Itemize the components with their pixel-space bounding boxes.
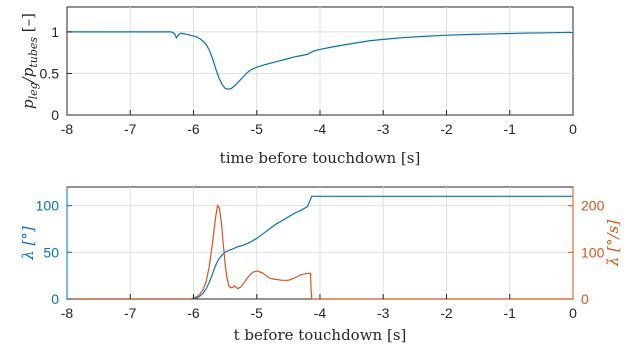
svg-text:pleg/ptubes [–]: pleg/ptubes [–] — [19, 13, 40, 109]
x-tick-label: -2 — [440, 121, 453, 137]
x-tick-label: -4 — [314, 121, 327, 137]
x-tick-label: -6 — [187, 121, 200, 137]
x-ticks-bottom: -8 -7 -6 -5 -4 -3 -2 -1 0 — [61, 294, 577, 321]
y-tick-label-right: 200 — [581, 198, 605, 214]
series-bottom — [67, 195, 573, 300]
y-tick-label: 0 — [51, 291, 59, 307]
y-tick-label-right: 100 — [581, 244, 605, 260]
y-tick-label: 100 — [36, 198, 60, 214]
pressure-ratio-line — [67, 31, 574, 90]
x-tick-label: -5 — [251, 305, 264, 321]
x-tick-label: -4 — [314, 305, 327, 321]
y-tick-label: 0 — [51, 107, 59, 123]
y-axis-label-left: λ [°] — [19, 226, 37, 261]
x-axis-label-bottom: t before touchdown [s] — [234, 326, 407, 344]
x-tick-label: -6 — [187, 305, 200, 321]
grid-bottom — [67, 187, 573, 299]
lambda-line — [67, 195, 573, 300]
x-tick-label: 0 — [569, 121, 577, 137]
y-ticks-left: 0 50 100 — [36, 187, 72, 307]
svg-text:λ [°]: λ [°] — [19, 226, 37, 261]
svg-text:λ̇ [°/s]: λ̇ [°/s] — [604, 220, 622, 267]
x-tick-label: -2 — [440, 305, 453, 321]
y-axis-label-right: λ̇ [°/s] — [604, 220, 622, 267]
y-ticks-top: 00.51 — [40, 24, 72, 123]
x-tick-label: -3 — [377, 305, 390, 321]
x-tick-label: -8 — [61, 121, 74, 137]
x-tick-label: -7 — [124, 121, 137, 137]
lambda-rate-line — [67, 204, 573, 300]
x-tick-label: 0 — [569, 305, 577, 321]
y-tick-label: 1 — [51, 24, 59, 40]
y-tick-label: 0.5 — [40, 65, 60, 81]
pressure-ratio-panel: -8 -7 -6 -5 -4 -3 -2 -1 0 00.51 time before touc… — [19, 6, 577, 167]
series-top — [67, 31, 574, 90]
x-axis-label-top: time before touchdown [s] — [220, 149, 421, 167]
x-tick-label: -1 — [504, 121, 517, 137]
x-tick-label: -3 — [377, 121, 390, 137]
x-tick-label: -5 — [251, 121, 264, 137]
x-ticks-top: -8 -7 -6 -5 -4 -3 -2 -1 0 — [61, 110, 577, 137]
y-axis-label-top: pleg/ptubes [–] — [19, 13, 40, 109]
x-tick-label: -8 — [61, 305, 74, 321]
y-ticks-right: 0 100 200 — [568, 187, 605, 307]
angle-panel: -8 -7 -6 -5 -4 -3 -2 -1 0 0 50 100 0 100 200 t befor… — [19, 186, 622, 344]
x-tick-label: -1 — [504, 305, 517, 321]
y-tick-label: 50 — [43, 244, 59, 260]
x-tick-label: -7 — [124, 305, 137, 321]
y-tick-label-right: 0 — [581, 291, 589, 307]
